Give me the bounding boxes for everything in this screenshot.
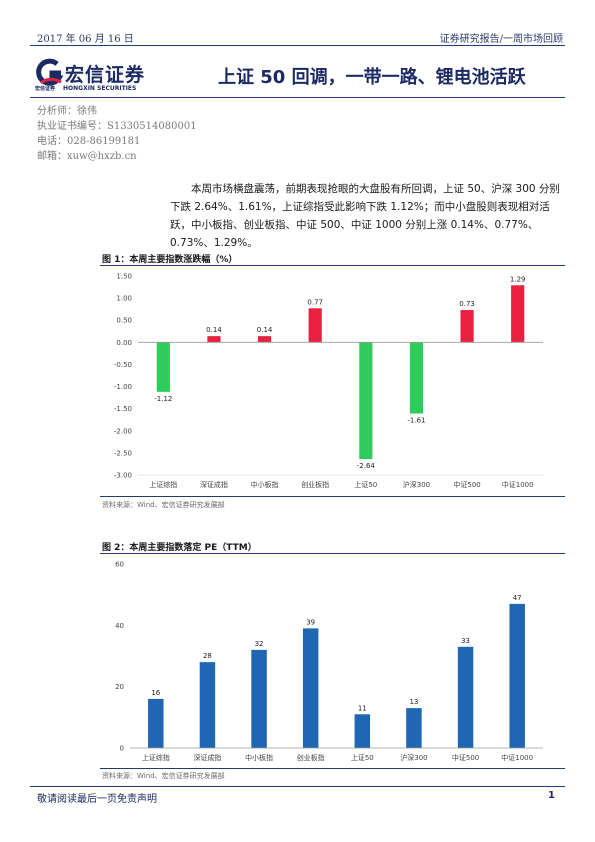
figure-2-chart: 60 40 20 0 16 上证综指 28 深证成指 32 中小板指 39 创业板指 11 上证50 13 沪…: [115, 561, 543, 762]
summary-paragraph: 本周市场横盘震荡，前期表现抢眼的大盘股有所回调，上证 50、沪深 300 分别下…: [170, 183, 560, 249]
y-tick-label: -1.00: [114, 383, 132, 391]
bar-value-label: 47: [513, 594, 522, 602]
bar-value-label: 33: [461, 637, 470, 645]
x-category-label: 中小板指: [251, 480, 279, 489]
x-category-label: 深证成指: [193, 753, 221, 762]
y-tick-label: 1.00: [116, 295, 132, 303]
x-category-label: 上证50: [354, 480, 377, 489]
bar: [257, 336, 272, 343]
bar: [354, 714, 371, 748]
bar-value-label: 13: [409, 698, 418, 706]
email: 邮箱：xuw@hxzb.cn: [37, 151, 137, 162]
figure-2-top-rule: [100, 553, 565, 554]
y-tick-label: 40: [115, 622, 124, 630]
disclaimer-note: 敬请阅读最后一页免责声明: [37, 794, 157, 805]
x-category-label: 深证成指: [200, 480, 228, 489]
y-tick-label: -3.00: [114, 472, 132, 480]
bar: [148, 698, 164, 748]
x-category-label: 创业板指: [301, 480, 329, 489]
title-rule: [30, 97, 565, 98]
bar: [509, 603, 525, 748]
bar: [511, 285, 525, 343]
x-category-label: 上证50: [351, 753, 374, 762]
logo-mark-icon: [36, 58, 63, 86]
bar-value-label: 0.73: [459, 300, 475, 308]
bar: [156, 342, 170, 392]
figure-2-bottom-rule: [100, 768, 565, 769]
bar-value-label: 39: [306, 618, 315, 626]
y-tick-label: -0.50: [114, 361, 132, 369]
x-category-label: 上证综指: [142, 753, 170, 762]
figure-2-source: 资料来源：Wind、宏信证券研究发展部: [102, 772, 225, 780]
analyst: 分析师：徐伟: [37, 106, 97, 117]
bar: [308, 308, 322, 343]
logo-name-cn-small: 宏信证券: [35, 86, 56, 92]
x-category-label: 中证1000: [502, 480, 534, 489]
x-category-label: 沪深300: [403, 480, 430, 489]
bar-value-label: 11: [358, 704, 367, 712]
x-category-label: 中小板指: [245, 753, 273, 762]
phone: 电话：028-86199181: [37, 136, 141, 147]
bar: [207, 336, 221, 343]
report-date: 2017 年 06 月 16 日: [37, 34, 134, 45]
figure-1-chart: 1.50 1.00 0.50 0.00 -0.50 -1.00 -1.50 -2.00 -2.5…: [114, 273, 543, 489]
figure-1-bottom-rule: [100, 496, 565, 497]
company-logo: 宏信证券 宏信证券 HONGXIN SECURITIES: [35, 58, 165, 94]
x-category-label: 上证综指: [149, 480, 177, 489]
y-tick-label: 0: [120, 745, 124, 753]
bar-value-label: 0.14: [206, 326, 222, 334]
y-tick-label: 1.50: [116, 273, 132, 281]
bar-value-label: 0.14: [257, 326, 273, 334]
figure-2-title: 图 2：本周主要指数落定 PE（TTM）: [102, 543, 257, 553]
bar-value-label: -1.61: [407, 417, 425, 425]
header-rule: [30, 45, 565, 46]
bar-value-label: 28: [203, 652, 212, 660]
x-category-label: 中证500: [452, 753, 479, 762]
bar: [460, 310, 474, 343]
bar-value-label: 1.29: [510, 275, 526, 283]
x-category-label: 创业板指: [297, 753, 325, 762]
bar: [457, 646, 474, 748]
figure-1-title: 图 1：本周主要指数涨跌幅（%）: [102, 255, 238, 265]
x-category-label: 中证500: [453, 480, 480, 489]
bar-value-label: 0.77: [307, 298, 323, 306]
page-number: 1: [548, 790, 555, 801]
figure-1-source: 资料来源：Wind、宏信证券研究发展部: [102, 501, 225, 509]
figure-1-top-rule: [100, 265, 565, 266]
y-tick-label: 20: [115, 683, 124, 691]
bar: [199, 662, 216, 748]
x-category-label: 中证1000: [501, 753, 533, 762]
bar: [406, 708, 422, 748]
report-type: 证券研究报告/一周市场回顾: [439, 34, 563, 45]
bar-value-label: -1.12: [154, 395, 172, 403]
y-tick-label: 0.00: [116, 339, 132, 347]
y-tick-label: 60: [115, 561, 124, 569]
bar-value-label: 16: [151, 689, 160, 697]
y-tick-label: -2.00: [114, 427, 132, 435]
report-title: 上证 50 回调，一带一路、锂电池活跃: [218, 67, 526, 88]
bar: [359, 342, 373, 460]
x-category-label: 沪深300: [400, 753, 427, 762]
logo-name-en: HONGXIN SECURITIES: [63, 85, 137, 92]
bar: [409, 342, 424, 414]
y-tick-label: -2.50: [114, 449, 132, 457]
logo-name-cn: 宏信证券: [65, 64, 146, 86]
bar-value-label: 32: [255, 640, 264, 648]
license-number: 执业证书编号：S1330514080001: [37, 121, 197, 132]
y-tick-label: -1.50: [114, 405, 132, 413]
bar: [251, 649, 267, 748]
bar: [302, 628, 319, 748]
footer-rule: [30, 786, 565, 787]
y-tick-label: 0.50: [116, 317, 132, 325]
bar-value-label: -2.64: [357, 462, 376, 470]
